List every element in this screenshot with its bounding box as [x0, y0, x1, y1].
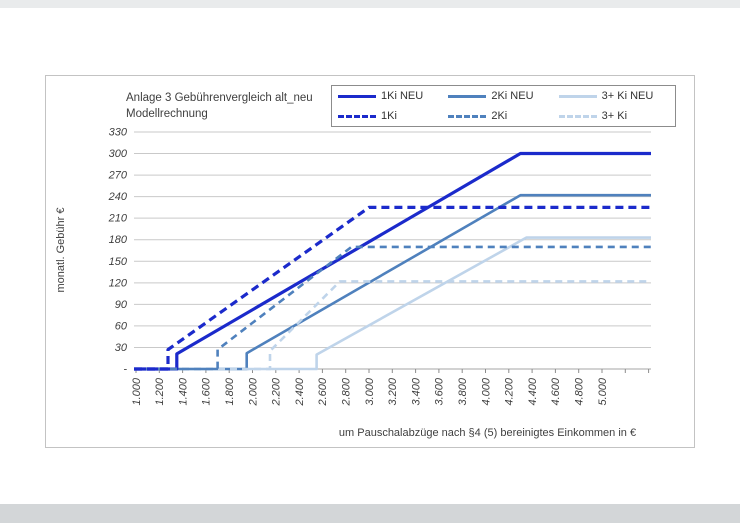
x-axis-title: um Pauschalabzüge nach §4 (5) bereinigte…	[338, 427, 637, 439]
series-line-3-ki-neu	[134, 236, 651, 371]
series-lines	[134, 151, 651, 371]
legend-item-2ki: 2Ki	[448, 110, 558, 122]
y-tick-label: 270	[108, 170, 128, 182]
chart-title-line1: Anlage 3 Gebührenvergleich alt_neu	[126, 92, 313, 104]
legend-label: 3+ Ki NEU	[601, 90, 654, 102]
x-tick-label: 3.200	[387, 377, 399, 405]
x-tick-label: 4.600	[550, 377, 562, 405]
legend-label: 1Ki	[381, 110, 397, 122]
x-tick-label: 2.400	[294, 377, 306, 406]
plot-area: 330 300 270 240 210 180 150 120 90 60 30 -1.000 1.20…	[108, 127, 651, 407]
x-tick-labels: 1.000 1.200 1.400 1.600 1.800 2.000 2.200 2.400…	[131, 377, 609, 406]
legend-line-sample	[558, 114, 597, 118]
x-tick-label: 4.200	[504, 377, 516, 405]
x-tick-label: 1.200	[154, 377, 166, 405]
x-tick-label: 3.400	[410, 377, 422, 405]
x-tick-label: 4.400	[527, 377, 539, 405]
x-tick-label: 5.000	[597, 377, 609, 405]
y-tick-label: 150	[109, 256, 128, 268]
legend-line-sample	[448, 114, 487, 118]
x-tick-label: 3.000	[364, 377, 376, 405]
y-tick-label: 300	[109, 148, 128, 160]
x-tick-label: 1.400	[177, 377, 189, 405]
x-tick-label: 4.800	[574, 377, 586, 405]
y-tick-label: 90	[115, 299, 128, 311]
chart-title: Anlage 3 Gebührenvergleich alt_neu Model…	[126, 90, 336, 122]
series-line-3-ki	[134, 280, 651, 371]
x-tick-label: 3.600	[434, 377, 446, 405]
legend-item-1ki-neu: 1Ki NEU	[338, 90, 448, 102]
x-tick-label: 2.200	[271, 377, 283, 406]
series-line-1ki	[134, 205, 651, 371]
page-bottom-margin	[0, 504, 740, 523]
legend-label: 3+ Ki	[601, 110, 628, 122]
legend-label: 2Ki NEU	[491, 90, 534, 102]
x-tick-label: 1.800	[224, 377, 236, 405]
x-tick-label: 1.000	[131, 377, 143, 405]
legend-item-1ki: 1Ki	[338, 110, 448, 122]
chart-title-line2: Modellrechnung	[126, 108, 208, 120]
y-tick-labels: 330 300 270 240 210 180 150 120 90 60 30 -	[108, 127, 128, 376]
legend-label: 2Ki	[491, 110, 508, 122]
x-tick-label: 4.000	[480, 377, 492, 405]
x-tick-label: 2.000	[247, 377, 259, 406]
legend-line-sample	[338, 114, 376, 118]
y-tick-label: 240	[108, 191, 128, 203]
y-tick-label: -	[123, 364, 127, 376]
page-top-margin	[0, 0, 740, 8]
chart-legend: 1Ki NEU 2Ki NEU 3+ Ki NEU 1Ki 2Ki 3+ Ki	[331, 85, 676, 127]
legend-line-sample	[558, 94, 597, 98]
legend-label: 1Ki NEU	[381, 90, 424, 102]
y-tick-label: 180	[109, 234, 128, 246]
gridlines	[134, 131, 651, 370]
legend-item-3-ki: 3+ Ki	[558, 110, 669, 122]
y-tick-label: 210	[108, 213, 128, 225]
y-tick-label: 120	[109, 277, 128, 289]
y-tick-label: 330	[109, 127, 128, 139]
y-axis-title: monatl. Gebühr €	[55, 207, 67, 293]
legend-line-sample	[338, 94, 376, 98]
x-tick-label: 2.800	[341, 377, 353, 406]
x-tick-label: 3.800	[457, 377, 469, 405]
x-tick-label: 1.600	[201, 377, 213, 405]
series-line-2ki	[134, 245, 651, 371]
legend-item-2ki-neu: 2Ki NEU	[448, 90, 558, 102]
chart-frame: Anlage 3 Gebührenvergleich alt_neu Model…	[45, 75, 695, 448]
y-tick-label: 60	[115, 320, 128, 332]
y-tick-label: 30	[115, 342, 128, 354]
legend-line-sample	[448, 94, 487, 98]
legend-item-3-ki-neu: 3+ Ki NEU	[558, 90, 669, 102]
x-tick-label: 2.600	[317, 377, 329, 406]
